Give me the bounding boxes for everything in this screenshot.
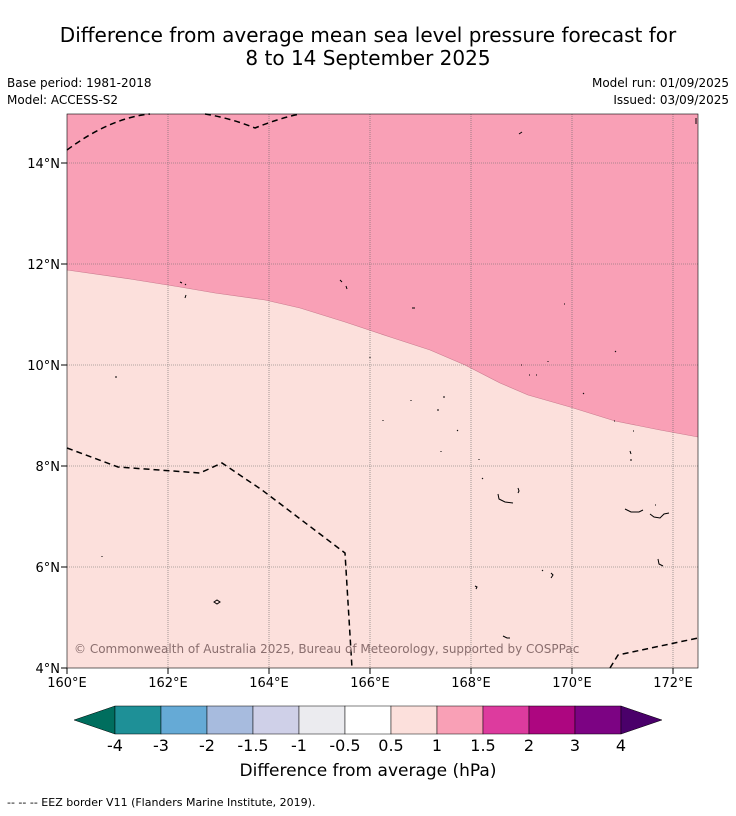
colorbar-bin: [574, 705, 622, 735]
colorbar-tick: -2: [199, 736, 215, 755]
chart-title-line1: Difference from average mean sea level p…: [59, 23, 677, 47]
colorbar-bin: [298, 705, 346, 735]
colorbar-title: Difference from average (hPa): [239, 761, 497, 781]
chart-title-line2: 8 to 14 September 2025: [245, 46, 491, 70]
lat-label-12n: 12°N: [27, 258, 60, 273]
eez-borders: [66, 113, 699, 669]
map-frame: [66, 113, 699, 669]
colorbar-tick: -1.5: [237, 736, 268, 755]
colorbar-low-extend: [73, 705, 116, 735]
model-name: Model: ACCESS-S2: [7, 93, 119, 107]
graticule: [67, 114, 698, 668]
axis-ticks: [61, 162, 674, 674]
model-run: Model run: 01/09/2025: [591, 76, 729, 90]
colorbar-bin: [114, 705, 162, 735]
colorbar-bin: [390, 705, 438, 735]
eez-footnote: -- -- -- EEZ border V11 (Flanders Marine…: [7, 796, 316, 809]
lat-label-4n: 4°N: [36, 662, 61, 677]
lon-label-162e: 162°E: [148, 676, 188, 691]
lat-label-14n: 14°N: [27, 157, 60, 172]
lat-label-10n: 10°N: [27, 359, 60, 374]
issued-date: Issued: 03/09/2025: [613, 93, 729, 107]
colorbar-tick: 3: [570, 736, 580, 755]
lon-label-172e: 172°E: [653, 676, 693, 691]
lat-label-8n: 8°N: [36, 460, 61, 475]
lon-label-168e: 168°E: [451, 676, 491, 691]
colorbar-tick: -4: [107, 736, 123, 755]
lon-label-164e: 164°E: [249, 676, 289, 691]
colorbar-bin: [252, 705, 300, 735]
colorbar-bin: [206, 705, 254, 735]
copyright-notice: © Commonwealth of Australia 2025, Bureau…: [74, 642, 579, 656]
colorbar-tick: 2: [524, 736, 534, 755]
colorbar-tick: -1: [291, 736, 307, 755]
colorbar-tick: 4: [616, 736, 626, 755]
colorbar-tick: 1.5: [470, 736, 495, 755]
colorbar-bin: [160, 705, 208, 735]
colorbar-high-extend: [620, 705, 663, 735]
lon-label-170e: 170°E: [552, 676, 592, 691]
lon-label-160e: 160°E: [47, 676, 87, 691]
anomaly-region-high: [67, 114, 698, 437]
colorbar-bin: [482, 705, 530, 735]
colorbar-tick: 0.5: [378, 736, 403, 755]
colorbar-tick: 1: [432, 736, 442, 755]
islands: [101, 118, 697, 639]
colorbar-tick: -0.5: [329, 736, 360, 755]
colorbar: [73, 705, 663, 735]
colorbar-bin: [436, 705, 484, 735]
lat-label-6n: 6°N: [36, 561, 61, 576]
colorbar-tick: -3: [153, 736, 169, 755]
lon-label-166e: 166°E: [350, 676, 390, 691]
anomaly-boundary: [66, 269, 699, 438]
base-period: Base period: 1981-2018: [7, 76, 152, 90]
colorbar-bin: [344, 705, 392, 735]
colorbar-bin: [528, 705, 576, 735]
